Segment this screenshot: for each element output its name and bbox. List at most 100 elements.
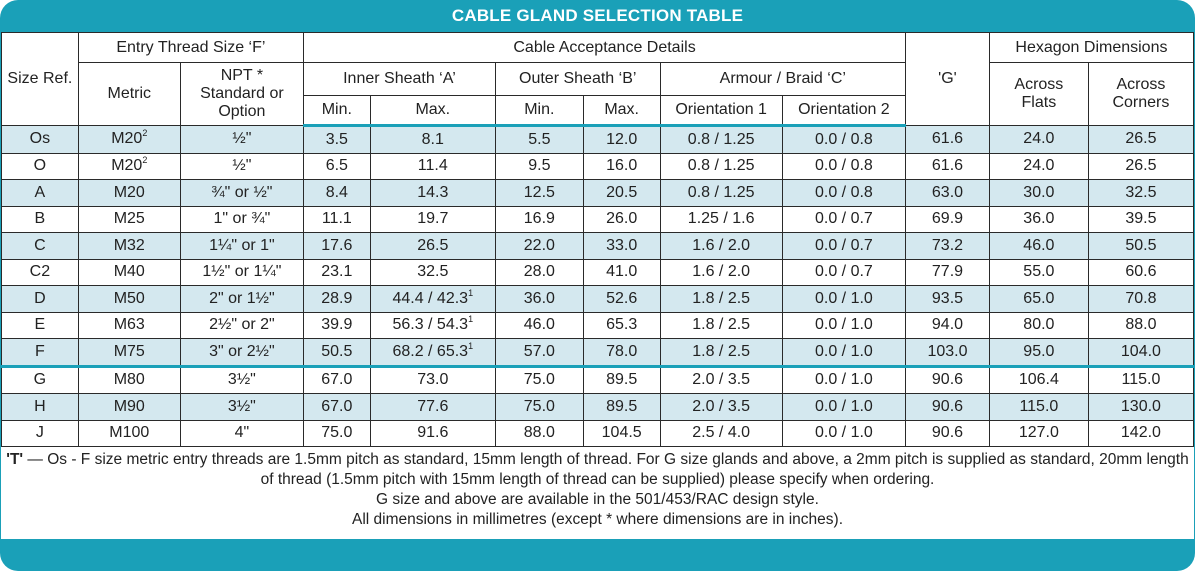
header-metric: Metric [77, 62, 181, 126]
cell-metric: M63 [77, 311, 181, 339]
cell-outer-min: 28.0 [494, 258, 584, 286]
table-row: H M90 3½" 67.0 77.6 75.0 89.5 2.0 / 3.5 0.0 / 1.… [1, 393, 1195, 421]
cell-npt: 2½" or 2" [179, 311, 305, 339]
cell-across-corners: 39.5 [1087, 205, 1195, 233]
cell-orientation-2: 0.0 / 0.7 [781, 232, 907, 260]
cell-across-flats: 95.0 [988, 338, 1089, 367]
footnote-marker: 1 [468, 314, 474, 325]
cell-outer-max: 104.5 [582, 419, 661, 447]
cell-outer-min: 57.0 [494, 338, 584, 367]
cell-across-corners: 26.5 [1087, 125, 1195, 154]
cell-size: Os [1, 125, 79, 154]
cell-g: 69.9 [905, 205, 990, 233]
cell-orientation-2: 0.0 / 0.8 [781, 179, 907, 207]
cell-npt: ¾" or ½" [179, 179, 305, 207]
cell-outer-min: 16.9 [494, 205, 584, 233]
cell-orientation-2: 0.0 / 0.7 [781, 258, 907, 286]
cell-outer-max: 33.0 [582, 232, 661, 260]
cell-inner-max: 32.5 [369, 258, 496, 286]
cell-inner-min: 3.5 [303, 125, 371, 154]
cell-outer-min: 9.5 [494, 152, 584, 180]
table-row: C2 M40 1½" or 1¼" 23.1 32.5 28.0 41.0 1.6 / 2.0… [1, 258, 1195, 286]
footnote-marker: 2 [142, 128, 148, 139]
table-container: Size Ref. Entry Thread Size ‘F’ Cable Ac… [1, 32, 1195, 539]
cell-metric: M80 [77, 364, 181, 394]
cell-g: 63.0 [905, 179, 990, 207]
cell-g: 93.5 [905, 285, 990, 313]
cell-outer-min: 12.5 [494, 179, 584, 207]
cell-inner-min: 39.9 [303, 311, 371, 339]
cell-g: 90.6 [905, 364, 990, 394]
header-size-ref: Size Ref. [1, 32, 79, 126]
cell-orientation-2: 0.0 / 0.8 [781, 152, 907, 180]
cell-metric: M20 [77, 179, 181, 207]
table-row: G M80 3½" 67.0 73.0 75.0 89.5 2.0 / 3.5 0.0 / 1.… [1, 364, 1195, 394]
footnote-marker: 2 [142, 155, 148, 166]
footnote-thread-text: — Os - F size metric entry threads are 1… [23, 451, 1189, 488]
cell-size: E [1, 311, 79, 339]
cell-outer-min: 75.0 [494, 393, 584, 421]
cell-size: C2 [1, 258, 79, 286]
cell-across-corners: 50.5 [1087, 232, 1195, 260]
cell-outer-min: 5.5 [494, 125, 584, 154]
cell-orientation-1: 1.25 / 1.6 [659, 205, 783, 233]
cell-orientation-1: 2.0 / 3.5 [659, 393, 783, 421]
cell-outer-max: 52.6 [582, 285, 661, 313]
cell-across-flats: 46.0 [988, 232, 1089, 260]
cell-across-flats: 80.0 [988, 311, 1089, 339]
cell-across-flats: 36.0 [988, 205, 1089, 233]
cell-across-corners: 26.5 [1087, 152, 1195, 180]
cell-orientation-2: 0.0 / 1.0 [781, 338, 907, 367]
cell-size: O [1, 152, 79, 180]
header-outer-min: Min. [494, 95, 584, 127]
cell-size: B [1, 205, 79, 233]
cell-npt: 4" [179, 419, 305, 447]
cell-orientation-1: 2.5 / 4.0 [659, 419, 783, 447]
cell-inner-max: 11.4 [369, 152, 496, 180]
cell-outer-max: 20.5 [582, 179, 661, 207]
cell-inner-min: 6.5 [303, 152, 371, 180]
cell-npt: 3½" [179, 393, 305, 421]
cell-metric: M32 [77, 232, 181, 260]
cell-outer-min: 22.0 [494, 232, 584, 260]
cell-inner-max: 44.4 / 42.31 [369, 285, 496, 313]
cell-inner-max: 91.6 [369, 419, 496, 447]
table-body: Os M202 ½" 3.5 8.1 5.5 12.0 0.8 / 1.25 0.0 / 0.8… [1, 125, 1195, 447]
header-g: 'G' [905, 32, 990, 126]
cell-across-flats: 55.0 [988, 258, 1089, 286]
cell-inner-min: 67.0 [303, 364, 371, 394]
header-orientation-1: Orientation 1 [659, 95, 783, 127]
cell-orientation-1: 1.8 / 2.5 [659, 285, 783, 313]
table-row: C M32 1¼" or 1" 17.6 26.5 22.0 33.0 1.6 / 2.0 0.… [1, 232, 1195, 260]
cell-orientation-2: 0.0 / 1.0 [781, 393, 907, 421]
cell-g: 61.6 [905, 125, 990, 154]
header-across-flats: Across Flats [988, 62, 1089, 126]
cell-across-corners: 142.0 [1087, 419, 1195, 447]
cell-inner-max: 77.6 [369, 393, 496, 421]
cell-across-flats: 65.0 [988, 285, 1089, 313]
cell-outer-max: 65.3 [582, 311, 661, 339]
cell-g: 61.6 [905, 152, 990, 180]
cell-size: J [1, 419, 79, 447]
cell-outer-max: 12.0 [582, 125, 661, 154]
cell-metric: M75 [77, 338, 181, 367]
footnote-marker: 1 [468, 340, 474, 351]
table-row: J M100 4" 75.0 91.6 88.0 104.5 2.5 / 4.0 0.0 / 1… [1, 419, 1195, 447]
footnote-units: All dimensions in millimetres (except * … [351, 511, 844, 528]
cell-metric: M50 [77, 285, 181, 313]
cell-g: 94.0 [905, 311, 990, 339]
cell-across-corners: 60.6 [1087, 258, 1195, 286]
table-row: B M25 1" or ¾" 11.1 19.7 16.9 26.0 1.25 / 1.6 0.… [1, 205, 1195, 233]
table-row: D M50 2" or 1½" 28.9 44.4 / 42.31 36.0 52.6 1.8… [1, 285, 1195, 313]
cell-across-corners: 104.0 [1087, 338, 1195, 367]
cell-orientation-1: 2.0 / 3.5 [659, 364, 783, 394]
header-npt: NPT * Standard or Option [179, 62, 305, 126]
cell-orientation-1: 0.8 / 1.25 [659, 179, 783, 207]
cell-across-corners: 88.0 [1087, 311, 1195, 339]
cell-metric: M202 [77, 125, 181, 154]
cell-inner-max: 14.3 [369, 179, 496, 207]
cell-across-flats: 30.0 [988, 179, 1089, 207]
cell-inner-min: 28.9 [303, 285, 371, 313]
footnote-design-style: G size and above are available in the 50… [376, 491, 819, 508]
cell-metric: M100 [77, 419, 181, 447]
